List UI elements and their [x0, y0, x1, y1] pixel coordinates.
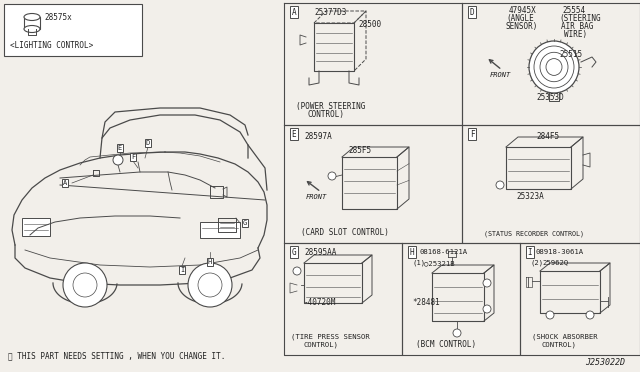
Text: 285F5: 285F5	[348, 146, 371, 155]
Text: F: F	[470, 129, 474, 138]
Text: 28575x: 28575x	[44, 13, 72, 22]
Ellipse shape	[529, 41, 579, 93]
Text: ○25321B: ○25321B	[424, 260, 454, 266]
Circle shape	[483, 305, 491, 313]
Text: (1): (1)	[412, 260, 425, 266]
Text: CONTROL): CONTROL)	[304, 342, 339, 349]
Circle shape	[328, 172, 336, 180]
Text: *28481: *28481	[412, 298, 440, 307]
Text: A: A	[63, 180, 67, 186]
Text: (ANGLE: (ANGLE	[506, 14, 534, 23]
Text: (POWER STEERING: (POWER STEERING	[296, 102, 365, 111]
Text: 08168-6121A: 08168-6121A	[420, 249, 468, 255]
Text: 28595AA: 28595AA	[304, 248, 337, 257]
Text: 284F5: 284F5	[536, 132, 559, 141]
Text: 28597A: 28597A	[304, 132, 332, 141]
Circle shape	[453, 329, 461, 337]
Text: 25515: 25515	[559, 50, 582, 59]
Text: 25962Q: 25962Q	[542, 259, 568, 265]
Circle shape	[63, 263, 107, 307]
Text: (CARD SLOT CONTROL): (CARD SLOT CONTROL)	[301, 228, 389, 237]
Circle shape	[113, 155, 123, 165]
Text: AIR BAG: AIR BAG	[561, 22, 593, 31]
Text: 28500: 28500	[358, 20, 381, 29]
Text: -40720M: -40720M	[304, 298, 337, 307]
Circle shape	[293, 267, 301, 275]
Text: (SHOCK ABSORBER: (SHOCK ABSORBER	[532, 334, 598, 340]
Text: I: I	[180, 267, 184, 273]
Text: H: H	[410, 247, 414, 257]
Text: I: I	[528, 247, 532, 257]
Text: E: E	[292, 129, 296, 138]
Text: F: F	[131, 154, 135, 160]
Bar	[4, 4, 142, 56]
Text: 08918-3061A: 08918-3061A	[536, 249, 584, 255]
Ellipse shape	[24, 13, 40, 20]
Text: CONTROL): CONTROL)	[542, 342, 577, 349]
Text: E: E	[118, 145, 122, 151]
Text: G: G	[292, 247, 296, 257]
Bar	[24, 17, 40, 29]
Text: G: G	[243, 220, 247, 226]
Bar	[200, 222, 240, 238]
Text: ※ THIS PART NEEDS SETTING , WHEN YOU CHANGE IT.: ※ THIS PART NEEDS SETTING , WHEN YOU CHA…	[8, 351, 225, 360]
Circle shape	[496, 181, 504, 189]
Text: (STATUS RECORDER CONTROL): (STATUS RECORDER CONTROL)	[484, 230, 584, 237]
Text: (2): (2)	[530, 259, 543, 266]
Text: J253022D: J253022D	[585, 358, 625, 367]
Circle shape	[586, 311, 594, 319]
Circle shape	[188, 263, 232, 307]
Text: SENSOR): SENSOR)	[506, 22, 538, 31]
Text: D: D	[470, 7, 474, 16]
Text: (BCM CONTROL): (BCM CONTROL)	[416, 340, 476, 349]
Text: (TIRE PRESS SENSOR: (TIRE PRESS SENSOR	[291, 334, 370, 340]
Ellipse shape	[24, 26, 40, 32]
Text: <LIGHTING CONTROL>: <LIGHTING CONTROL>	[10, 41, 93, 50]
Text: (STEERING: (STEERING	[559, 14, 600, 23]
Text: 25554: 25554	[562, 6, 585, 15]
Text: FRONT: FRONT	[306, 194, 327, 200]
Text: 25377D3: 25377D3	[314, 8, 346, 17]
Text: A: A	[292, 7, 296, 16]
Circle shape	[546, 311, 554, 319]
Text: H: H	[208, 259, 212, 265]
Bar	[22, 218, 50, 236]
Text: 25323A: 25323A	[516, 192, 544, 201]
Text: 47945X: 47945X	[509, 6, 537, 15]
Circle shape	[483, 279, 491, 287]
Text: 25353D: 25353D	[536, 93, 564, 102]
Text: WIRE): WIRE)	[564, 30, 587, 39]
Text: FRONT: FRONT	[490, 72, 511, 78]
Text: CONTROL): CONTROL)	[308, 110, 345, 119]
Text: D: D	[146, 140, 150, 146]
